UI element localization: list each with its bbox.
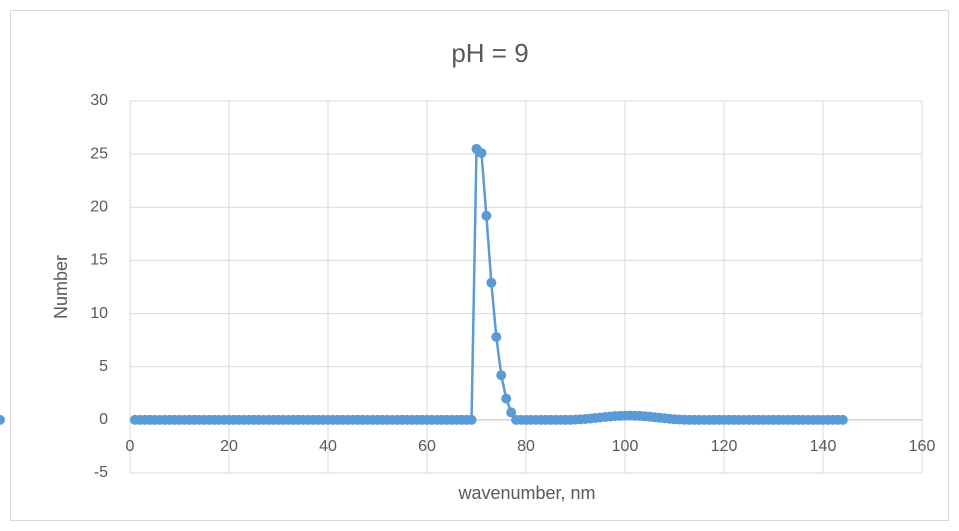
x-tick-label: 100: [612, 438, 639, 455]
y-axis-label: Number: [51, 255, 71, 319]
chart-border: [10, 10, 949, 521]
y-tick-label: 20: [90, 199, 108, 216]
data-point: [466, 414, 477, 425]
x-tick-label: 40: [319, 438, 337, 455]
data-point: [837, 414, 848, 425]
data-point: [481, 210, 492, 221]
y-tick-label: 10: [90, 305, 108, 322]
x-tick-label: 20: [220, 438, 238, 455]
x-axis-label: wavenumber, nm: [457, 483, 595, 503]
data-point: [0, 414, 5, 425]
y-tick-label: -5: [94, 464, 108, 481]
y-tick-label: 25: [90, 145, 108, 162]
y-tick-label: 5: [99, 358, 108, 375]
data-point: [506, 407, 517, 418]
x-tick-label: 60: [418, 438, 436, 455]
data-point: [486, 277, 497, 288]
data-point: [476, 148, 487, 159]
y-tick-label: 30: [90, 92, 108, 109]
data-point: [496, 370, 507, 381]
x-tick-label: 0: [126, 438, 135, 455]
x-tick-label: 160: [909, 438, 936, 455]
data-point: [491, 331, 502, 342]
x-tick-label: 140: [810, 438, 837, 455]
y-tick-label: 0: [99, 411, 108, 428]
y-tick-label: 15: [90, 252, 108, 269]
data-point: [501, 393, 512, 404]
chart-title: pH = 9: [451, 38, 528, 68]
x-tick-label: 120: [711, 438, 738, 455]
x-tick-label: 80: [517, 438, 535, 455]
